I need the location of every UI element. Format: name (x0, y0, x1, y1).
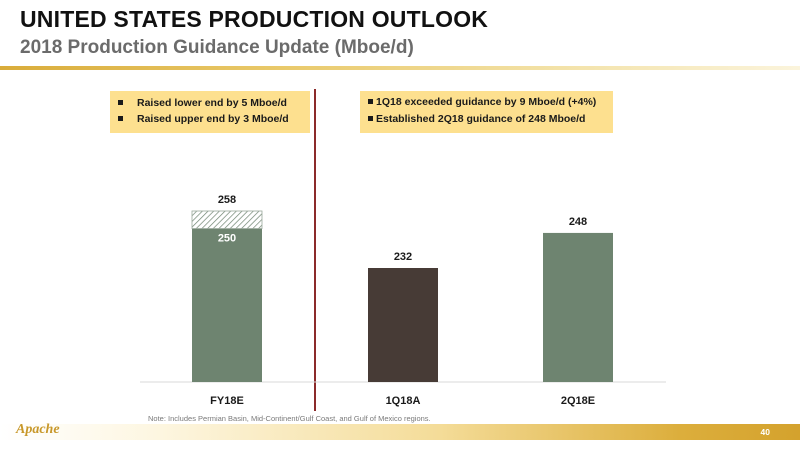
section-divider (314, 89, 316, 411)
bullet-square-icon (118, 99, 123, 105)
callout-text: Established 2Q18 guidance of 248 Mboe/d (376, 113, 586, 125)
callout-text: Raised lower end by 5 Mboe/d (137, 97, 287, 109)
inner-label-fy18e: 250 (218, 233, 236, 245)
callout-text: Raised upper end by 3 Mboe/d (137, 113, 289, 125)
data-label-1q18a: 232 (394, 251, 412, 263)
callout-item: Raised lower end by 5 Mboe/d (118, 95, 302, 111)
category-label-2q18e: 2Q18E (561, 395, 595, 407)
page-title: UNITED STATES PRODUCTION OUTLOOK (20, 6, 489, 32)
category-label-fy18e: FY18E (210, 395, 244, 407)
callout-item: Raised upper end by 3 Mboe/d (118, 111, 302, 127)
footer-bar (0, 424, 800, 440)
page-subtitle: 2018 Production Guidance Update (Mboe/d) (20, 37, 414, 58)
page-number: 40 (760, 427, 770, 437)
callout-quarterly-guidance: 1Q18 exceeded guidance by 9 Mboe/d (+4%)… (360, 91, 613, 133)
bullet-square-icon (368, 115, 373, 121)
category-label-1q18a: 1Q18A (386, 395, 421, 407)
callout-item: Established 2Q18 guidance of 248 Mboe/d (368, 111, 605, 128)
data-label-fy18e: 258 (218, 194, 236, 206)
footnote: Note: Includes Permian Basin, Mid-Contin… (148, 414, 431, 423)
bullet-square-icon (118, 115, 123, 121)
callout-text: 1Q18 exceeded guidance by 9 Mboe/d (+4%) (376, 96, 597, 108)
callout-item: 1Q18 exceeded guidance by 9 Mboe/d (+4%) (368, 94, 605, 111)
apache-logo: Apache (16, 422, 60, 437)
bar-1q18a (368, 268, 438, 382)
callout-fy18-guidance: Raised lower end by 5 Mboe/d Raised uppe… (110, 91, 310, 133)
bar-fy18e (192, 228, 262, 382)
bar-2q18e (543, 232, 613, 382)
header-rule (0, 66, 800, 70)
bar-range-fy18e (191, 210, 263, 229)
data-label-2q18e: 248 (569, 216, 587, 228)
bullet-square-icon (368, 98, 373, 104)
